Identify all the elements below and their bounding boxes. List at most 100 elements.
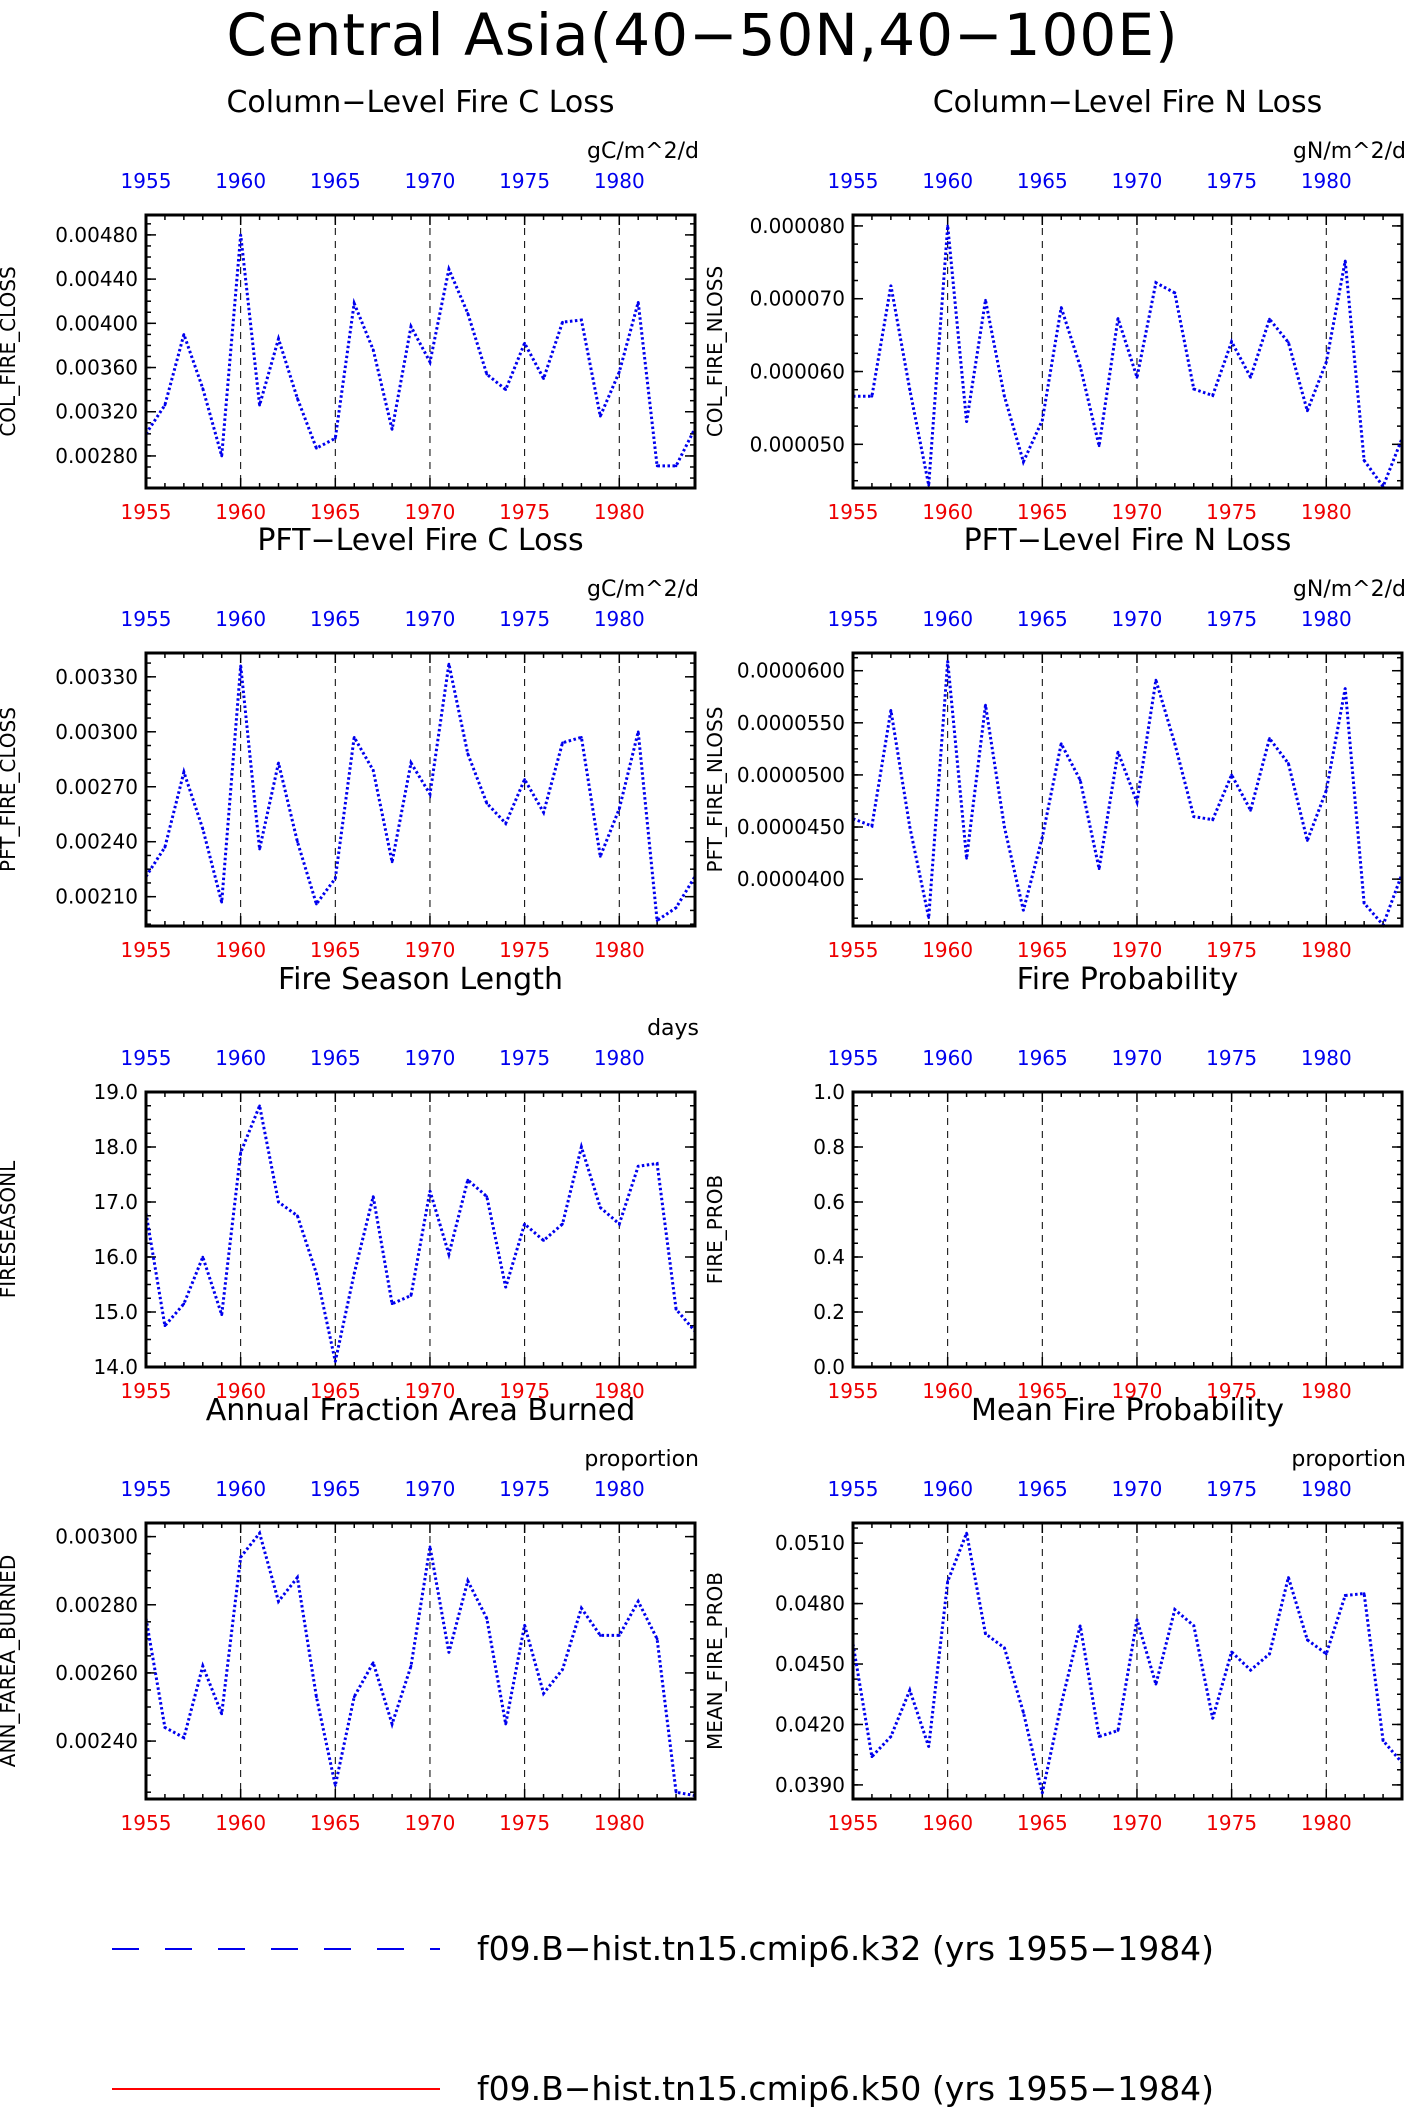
y-tick-label: 0.00260 (55, 1661, 138, 1685)
data-point (447, 1252, 451, 1256)
x-tick-label-bottom: 1960 (922, 500, 973, 524)
data-point (258, 1531, 261, 1535)
data-point (946, 1580, 949, 1583)
legend-label: f09.B−hist.tn15.cmip6.k50 (yrs 1955−1984… (477, 2069, 1214, 2108)
x-tick-label-bottom: 1975 (1206, 500, 1257, 524)
x-tick-label-top: 1975 (499, 607, 550, 631)
y-tick-label: 0.000070 (750, 287, 845, 311)
x-tick-label-bottom: 1965 (1017, 500, 1068, 524)
panel-title: PFT−Level Fire N Loss (964, 523, 1292, 558)
data-point (655, 1162, 659, 1165)
panel-title: Column−Level Fire N Loss (933, 85, 1323, 120)
data-point (561, 1668, 564, 1671)
x-tick-label-top: 1980 (594, 1046, 645, 1070)
x-tick-label-bottom: 1980 (594, 1811, 645, 1835)
y-axis-label: PFT_FIRE_NLOSS (703, 707, 727, 873)
data-point (523, 778, 526, 781)
x-tick-label-top: 1960 (922, 1477, 973, 1501)
x-tick-label-top: 1960 (922, 169, 973, 193)
x-tick-label-top: 1980 (594, 1477, 645, 1501)
x-tick-label-top: 1970 (405, 607, 456, 631)
y-tick-label: 0.00240 (55, 1729, 138, 1753)
data-point (542, 377, 545, 380)
legend: f09.B−hist.tn15.cmip6.k32 (yrs 1955−1984… (112, 1929, 1214, 2108)
data-point (1154, 678, 1158, 682)
data-point (1287, 341, 1290, 344)
data-point (390, 428, 394, 431)
x-tick-label-top: 1980 (594, 169, 645, 193)
data-point (1097, 1735, 1101, 1738)
data-point (599, 855, 602, 858)
data-point (523, 1222, 526, 1226)
data-point (1324, 789, 1328, 792)
data-point (220, 900, 224, 904)
data-point (428, 360, 432, 364)
data-point (946, 224, 949, 228)
data-point (542, 811, 545, 814)
data-point (315, 1272, 318, 1275)
data-point (1268, 737, 1271, 740)
y-tick-label: 0.000080 (750, 214, 845, 238)
data-point (352, 735, 356, 739)
data-point (390, 860, 394, 864)
x-tick-label-bottom: 1975 (499, 500, 550, 524)
data-point (485, 1195, 489, 1198)
x-tick-label-top: 1955 (121, 169, 172, 193)
data-point (599, 414, 602, 418)
x-tick-label-bottom: 1965 (1017, 938, 1068, 962)
x-tick-label-top: 1970 (1112, 1046, 1163, 1070)
data-point (163, 403, 167, 407)
panel-title: Column−Level Fire C Loss (226, 85, 614, 120)
x-tick-label-bottom: 1955 (121, 500, 172, 524)
data-point (984, 1632, 987, 1636)
data-point (655, 464, 659, 468)
data-point (466, 752, 470, 756)
y-tick-label: 19.0 (93, 1080, 138, 1104)
series-line (144, 1100, 697, 1362)
x-tick-label-top: 1975 (1206, 169, 1257, 193)
series-line (853, 225, 1404, 490)
x-tick-label-bottom: 1960 (922, 1379, 973, 1403)
panel-1: Column−Level Fire C Loss gC/m^2/d 1955 1955… (0, 85, 699, 524)
data-point (1022, 460, 1025, 464)
data-point (561, 1222, 564, 1226)
x-tick-label-top: 1955 (828, 169, 879, 193)
data-point (239, 1555, 242, 1559)
y-axis-label: FIRE_PROB (703, 1175, 727, 1284)
data-point (580, 1606, 583, 1610)
x-tick-label-top: 1960 (215, 607, 266, 631)
x-tick-label-bottom: 1955 (828, 1379, 879, 1403)
data-point (334, 877, 337, 880)
data-point (946, 660, 949, 663)
data-point (428, 1189, 432, 1193)
data-point (908, 825, 912, 829)
data-point (315, 902, 318, 906)
units-label: days (647, 1016, 699, 1041)
data-point (870, 824, 874, 828)
x-tick-label-bottom: 1980 (1301, 938, 1352, 962)
panel-title: Fire Probability (1017, 962, 1239, 997)
data-point (870, 394, 874, 398)
data-point (908, 1688, 912, 1692)
x-tick-label-top: 1960 (922, 1046, 973, 1070)
x-tick-label-top: 1955 (121, 1046, 172, 1070)
data-point (1078, 365, 1082, 368)
x-tick-label-top: 1975 (499, 1477, 550, 1501)
units-label: proportion (1291, 1447, 1405, 1472)
y-tick-label: 15.0 (93, 1300, 138, 1324)
y-tick-label: 0.0000550 (737, 711, 845, 735)
y-tick-label: 17.0 (93, 1190, 138, 1214)
y-tick-label: 0.0510 (775, 1531, 845, 1555)
x-tick-label-bottom: 1970 (405, 500, 456, 524)
data-point (334, 1784, 337, 1787)
x-tick-label-top: 1975 (499, 1046, 550, 1070)
data-point (984, 298, 987, 302)
x-tick-label-top: 1955 (828, 1046, 879, 1070)
y-tick-label: 0.00480 (55, 223, 138, 247)
data-point (258, 847, 261, 851)
x-tick-label-bottom: 1960 (922, 938, 973, 962)
data-point (1249, 1668, 1252, 1672)
data-point (1306, 409, 1309, 413)
y-tick-label: 0.00330 (55, 665, 138, 689)
